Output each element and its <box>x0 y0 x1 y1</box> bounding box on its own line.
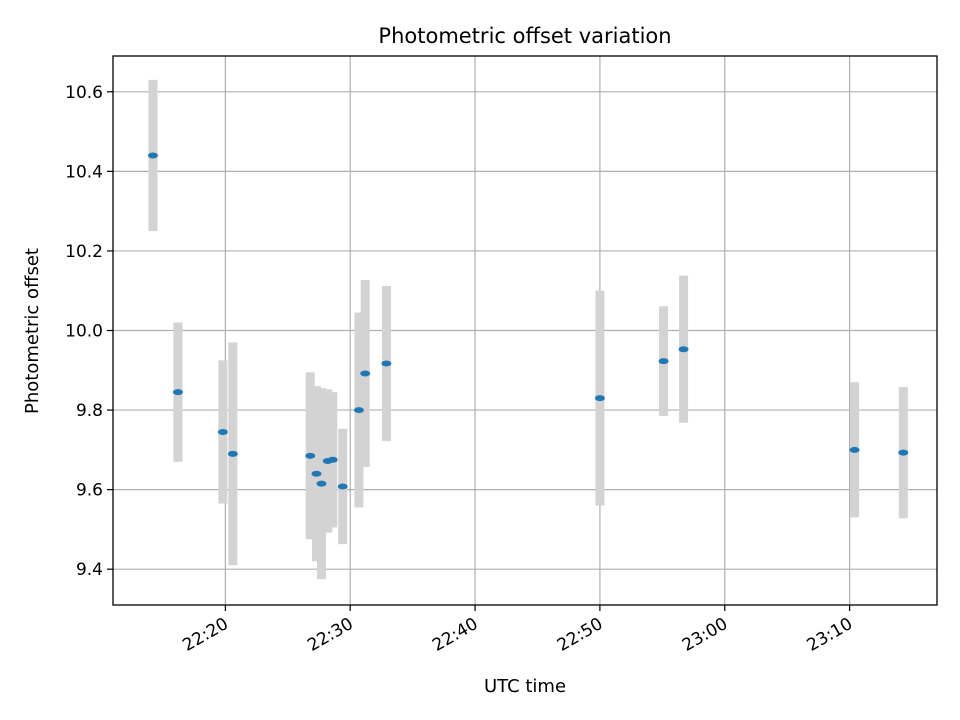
data-point <box>849 446 860 453</box>
data-point <box>594 395 605 402</box>
data-point <box>678 346 689 353</box>
data-point <box>381 360 392 367</box>
data-point <box>327 456 338 463</box>
data-point <box>305 452 316 459</box>
y-tick-label: 10.0 <box>65 322 103 342</box>
y-tick-label: 9.8 <box>76 401 103 421</box>
y-tick-label: 10.4 <box>65 162 103 182</box>
x-axis-title: UTC time <box>484 676 566 697</box>
data-point <box>898 449 909 456</box>
chart-title: Photometric offset variation <box>378 24 671 48</box>
y-tick-label: 10.2 <box>65 242 103 262</box>
y-tick-label: 10.6 <box>65 83 103 103</box>
y-tick-label: 9.4 <box>76 560 103 580</box>
data-point <box>311 470 322 477</box>
data-point <box>316 480 327 487</box>
data-point <box>360 370 371 377</box>
data-point <box>217 428 228 435</box>
data-points <box>147 152 909 490</box>
y-axis-title: Photometric offset <box>22 248 43 414</box>
y-tick-label: 9.6 <box>76 481 103 501</box>
data-point <box>147 152 158 159</box>
grid <box>113 56 937 605</box>
data-point <box>172 389 183 396</box>
data-point <box>353 407 364 414</box>
data-point <box>337 483 348 490</box>
data-point <box>227 450 238 457</box>
y-axis-ticks: 9.4 9.6 9.8 10.0 10.2 10.4 10.6 <box>65 83 113 580</box>
data-point <box>658 358 669 365</box>
